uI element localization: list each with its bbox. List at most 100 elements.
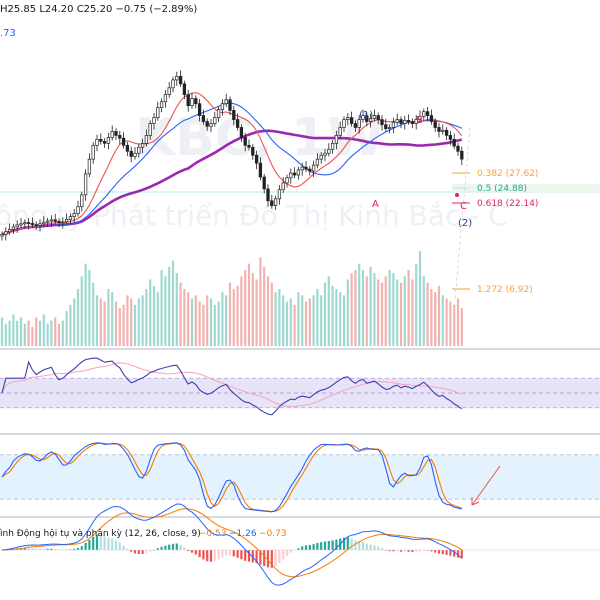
volume-bar — [152, 285, 156, 346]
macd-histogram-bar — [145, 550, 148, 554]
macd-histogram-bar — [297, 548, 300, 550]
macd-histogram-bar — [69, 549, 72, 550]
macd-histogram-bar — [88, 539, 91, 550]
candle-body — [87, 158, 92, 175]
down-arrow — [471, 465, 501, 506]
volume-bar — [316, 289, 319, 346]
macd-histogram-bar — [225, 550, 228, 556]
candle-body — [296, 169, 301, 176]
macd-histogram-bar — [266, 550, 270, 568]
macd-histogram-bar — [244, 550, 247, 561]
volume-bar — [225, 295, 228, 346]
volume-bar — [38, 320, 42, 346]
volume-bar — [221, 292, 224, 346]
candle-body — [387, 127, 392, 130]
moving-averages — [1, 92, 463, 236]
macd-histogram-bar — [251, 550, 254, 563]
macd-histogram-bar — [23, 547, 26, 550]
macd-histogram-bar — [221, 550, 224, 558]
volume-bar — [244, 270, 247, 346]
candle-body — [338, 127, 342, 136]
volume-bar — [335, 289, 338, 346]
candle-body — [403, 119, 407, 124]
volume-bar — [183, 289, 186, 346]
candle-body — [391, 121, 396, 128]
volume-bar — [0, 317, 4, 346]
macd-histogram-bar — [437, 550, 441, 554]
candle-body — [304, 166, 308, 170]
macd-histogram-bar — [373, 545, 376, 550]
candle-body — [251, 146, 255, 156]
wave-point — [455, 193, 459, 197]
candle-body — [323, 152, 327, 156]
volume-bar — [377, 279, 380, 346]
volume-bar — [103, 301, 106, 346]
macd-histogram-bar — [99, 535, 102, 550]
candle-body — [414, 119, 418, 124]
macd-histogram-bar — [92, 536, 95, 550]
candle-body — [311, 164, 316, 172]
candle-body — [224, 99, 228, 105]
macd-histogram-bar — [137, 550, 140, 554]
fib-label-0618: 0.618 (22.14) — [477, 199, 538, 209]
macd-histogram-bar — [422, 550, 425, 551]
macd-histogram-bar — [168, 544, 171, 550]
volume-bar — [441, 295, 444, 346]
candle-body — [205, 121, 209, 127]
macd-histogram-bar — [263, 550, 266, 567]
macd-histogram-bar — [441, 550, 444, 555]
macd-histogram-bar — [445, 550, 448, 555]
macd-histogram-bar — [228, 550, 232, 556]
candle-body — [80, 194, 84, 208]
macd-histogram-bar — [213, 550, 216, 562]
candle-body — [281, 182, 285, 191]
macd-value-2: −1.26 — [229, 529, 257, 539]
macd-histogram-bar — [453, 550, 456, 557]
volume-bar — [278, 289, 281, 346]
header-subvalue: .73 — [0, 28, 16, 39]
candle-body — [53, 219, 57, 222]
candle-body — [452, 139, 456, 147]
volume-bar — [179, 282, 182, 346]
macd-histogram-bar — [103, 536, 106, 550]
macd-histogram-bar — [164, 545, 167, 550]
volume-bar — [190, 298, 194, 346]
candlesticks — [0, 70, 464, 241]
macd-histogram-bar — [198, 550, 201, 558]
fibonacci-levels — [452, 172, 600, 290]
candle-body — [178, 75, 183, 85]
rsi-ma-line — [1, 362, 462, 407]
volume-bar — [327, 276, 330, 346]
candle-body — [254, 154, 259, 164]
candle-body — [91, 144, 95, 160]
macd-histogram-bar — [274, 550, 277, 567]
macd-histogram-bar — [354, 540, 357, 550]
volume-bar — [449, 301, 452, 346]
volume-bar — [358, 263, 361, 346]
macd-histogram-bar — [118, 542, 121, 550]
macd-histogram-bar — [171, 543, 175, 550]
macd-histogram-bar — [399, 550, 403, 552]
candle-body — [433, 121, 437, 128]
volume-bar — [187, 292, 190, 346]
volume-bar — [426, 282, 429, 346]
volume-bar — [323, 282, 327, 346]
macd-histogram-bar — [38, 548, 42, 550]
macd-histogram-bar — [149, 550, 152, 552]
macd-histogram-bar — [426, 550, 429, 551]
candle-body — [23, 222, 27, 225]
candle-body — [235, 119, 240, 128]
candle-body — [376, 115, 380, 120]
candle-body — [308, 168, 312, 172]
wave-1-label: (1) — [359, 110, 373, 121]
volume-bar — [4, 323, 7, 346]
candle-body — [102, 140, 107, 144]
candle-body — [258, 162, 263, 178]
macd-histogram-bar — [308, 545, 311, 550]
candle-body — [456, 145, 460, 152]
volume-bar — [232, 289, 235, 346]
candle-body — [148, 123, 152, 136]
macd-histogram-bar — [434, 550, 437, 553]
candle-body — [425, 111, 430, 116]
volume-bar — [415, 263, 418, 346]
